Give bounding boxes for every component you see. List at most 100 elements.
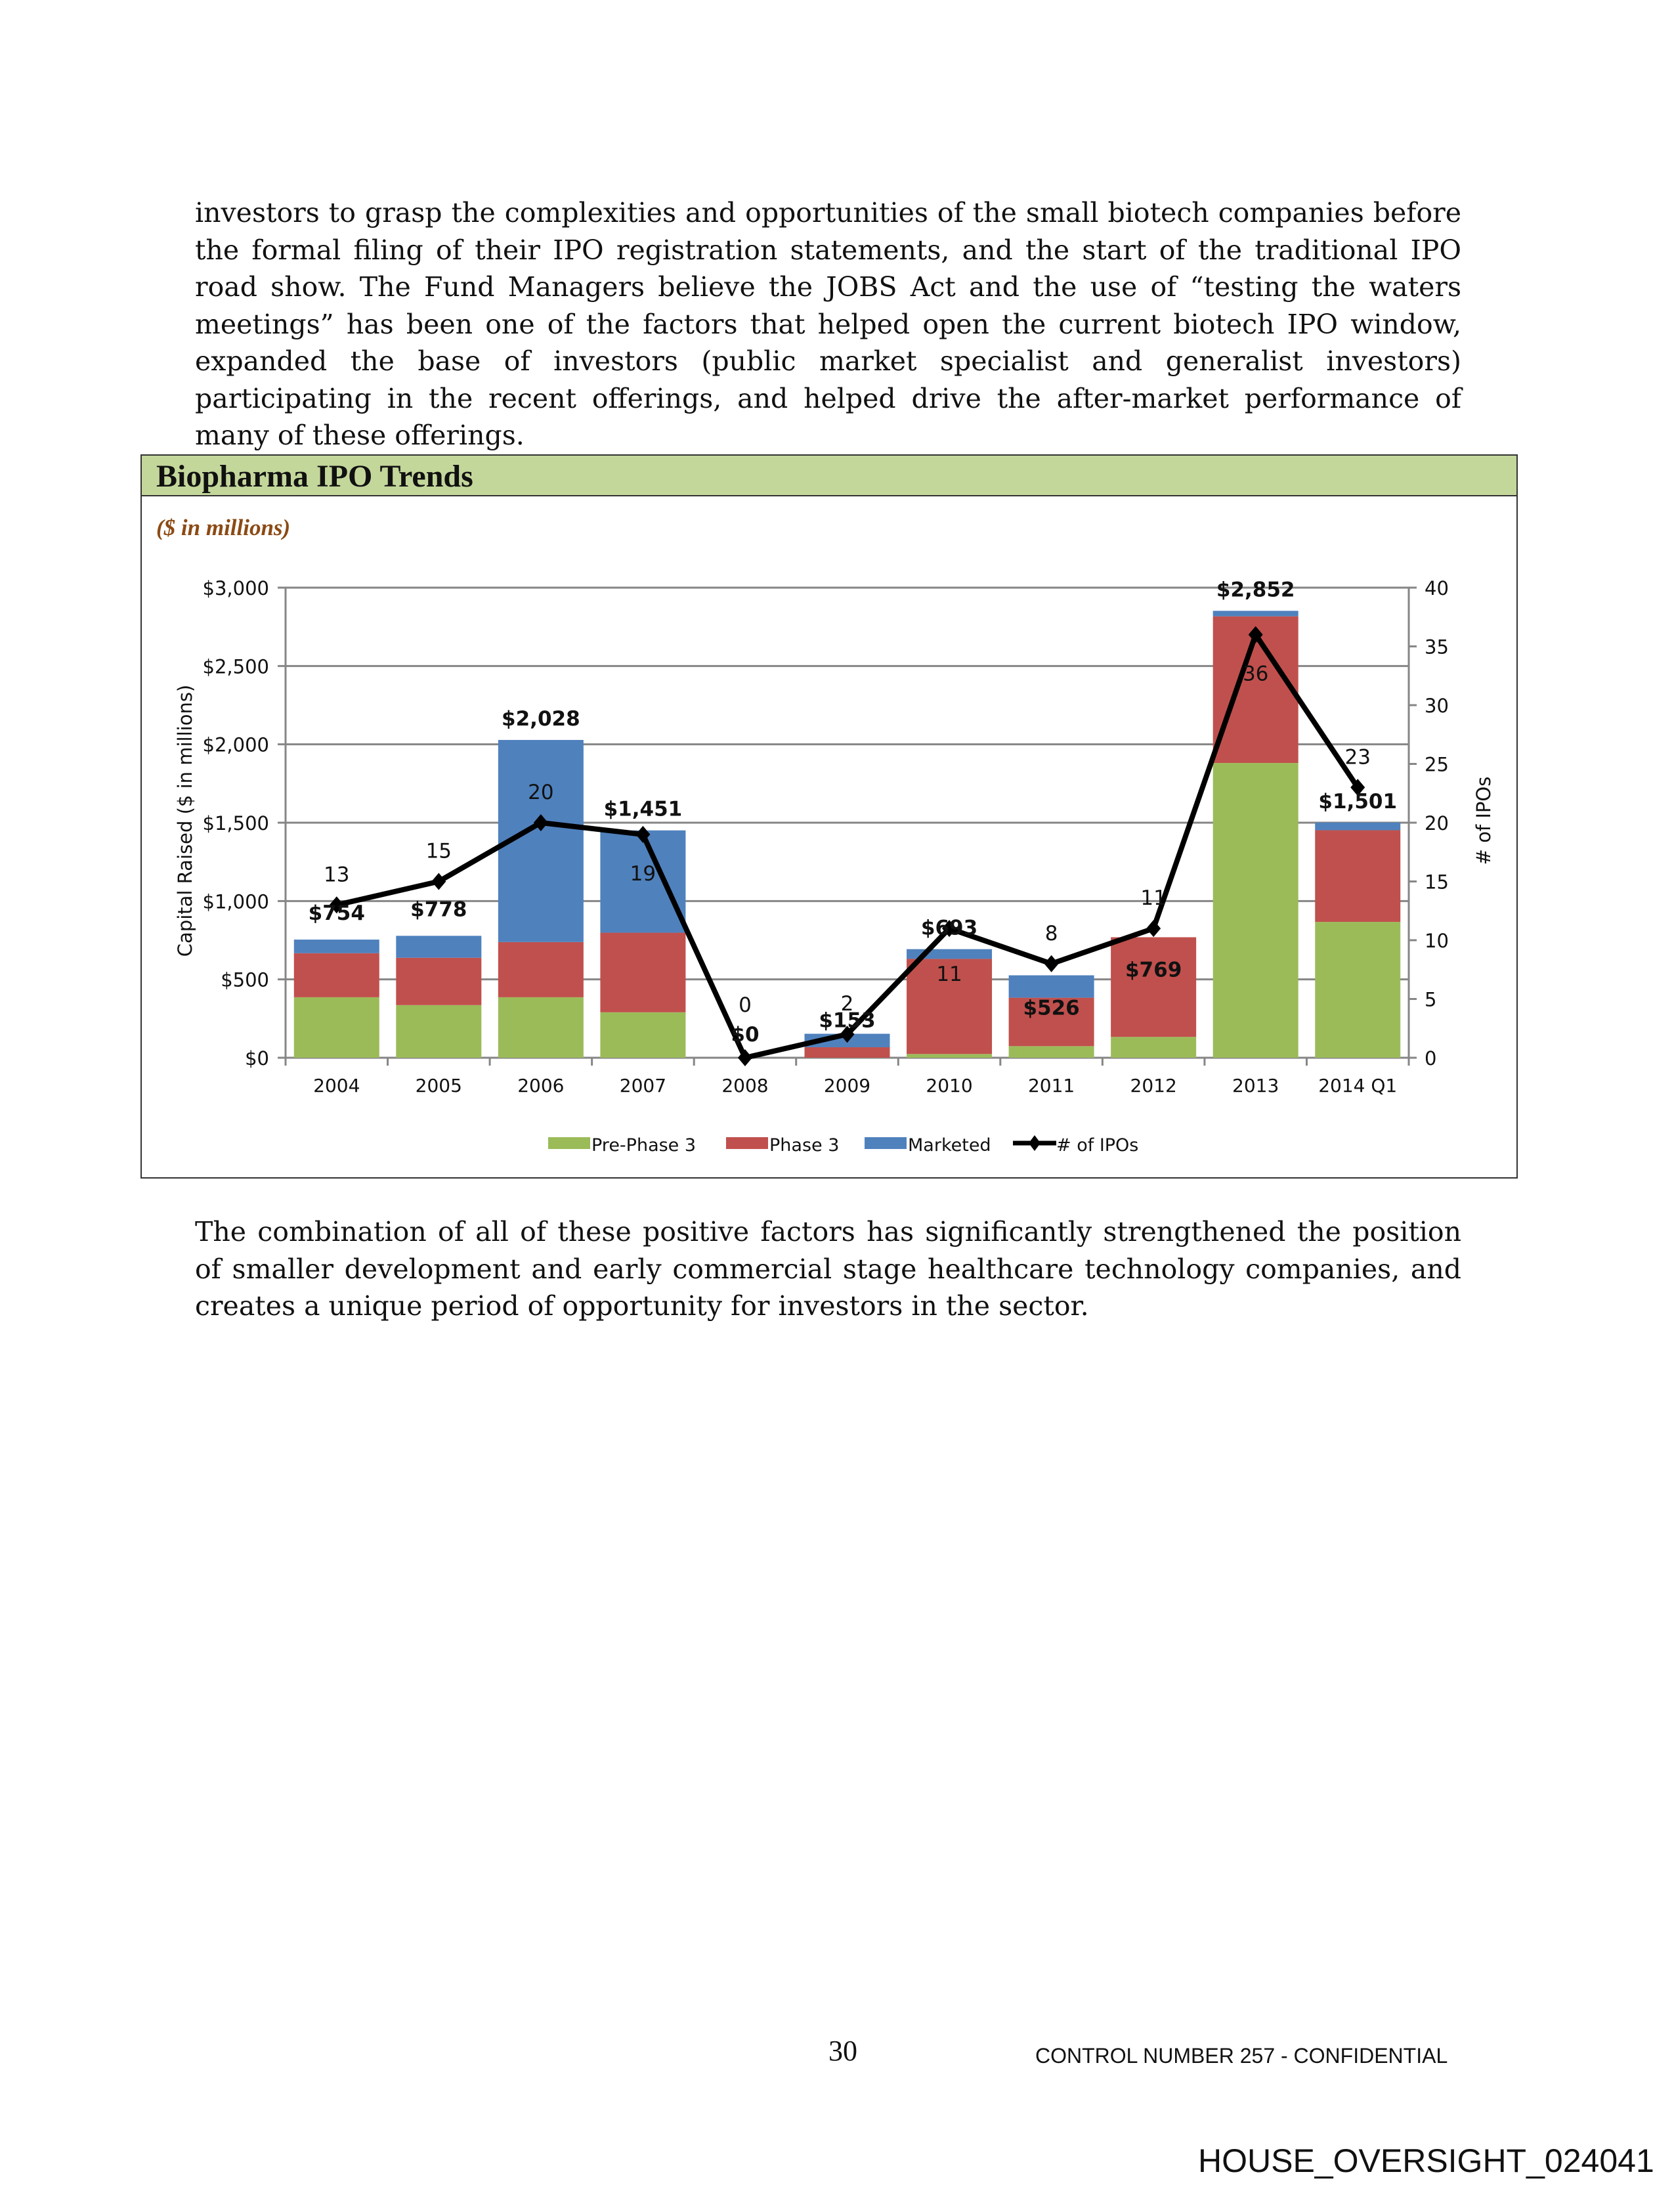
exhibit-title: Biopharma IPO Trends [156, 459, 473, 494]
ipo-count-label: 11 [936, 963, 962, 986]
bar-total-label: $2,852 [1216, 578, 1295, 601]
bar-pre-phase-3 [1315, 922, 1401, 1058]
ipo-count-marker [737, 1049, 752, 1066]
bates-number: HOUSE_OVERSIGHT_024041 [1198, 2142, 1654, 2179]
x-tick-label: 2007 [620, 1075, 666, 1096]
x-tick-label: 2009 [824, 1075, 870, 1096]
y-right-tick-label: 0 [1425, 1047, 1436, 1070]
bar-total-label: $769 [1125, 958, 1182, 982]
ipo-count-marker [1044, 955, 1059, 972]
bar-total-label: $1,501 [1318, 790, 1397, 813]
bar-total-label: $2,028 [502, 707, 580, 731]
legend-label: Marketed [908, 1135, 991, 1156]
bar-marketed [1315, 822, 1401, 831]
ipo-count-label: 15 [426, 840, 452, 863]
bar-phase-3 [600, 932, 686, 1012]
ipo-count-label: 23 [1345, 745, 1371, 769]
ipo-count-label: 2 [841, 992, 854, 1016]
bar-marketed [1213, 611, 1298, 617]
bar-pre-phase-3 [1008, 1046, 1094, 1058]
ipo-count-marker [1350, 779, 1365, 796]
exhibit-subtitle: ($ in millions) [156, 515, 291, 540]
y-tick-label: $0 [245, 1047, 269, 1070]
bar-marketed [293, 940, 379, 953]
y-tick-label: $1,000 [203, 890, 269, 913]
x-tick-label: 2008 [721, 1075, 768, 1096]
ipo-count-label: 11 [1140, 886, 1166, 910]
ipo-count-marker [1146, 920, 1161, 938]
legend-marker-icon [1029, 1135, 1041, 1151]
y-right-tick-label: 15 [1425, 871, 1449, 894]
x-tick-label: 2004 [313, 1075, 360, 1096]
y-right-tick-label: 5 [1425, 989, 1436, 1011]
y-tick-label: $2,000 [203, 734, 269, 756]
x-tick-label: 2005 [416, 1075, 462, 1096]
ipo-count-label: 0 [739, 993, 752, 1017]
ipo-count-marker [533, 814, 548, 831]
body-paragraph-2: The combination of all of these positive… [195, 1216, 1461, 1322]
legend-swatch [548, 1137, 590, 1149]
x-tick-label: 2012 [1130, 1075, 1177, 1096]
bar-phase-3 [907, 959, 993, 1054]
x-tick-label: 2006 [517, 1075, 564, 1096]
ipo-count-marker [431, 873, 446, 890]
bar-marketed [396, 936, 482, 958]
x-tick-label: 2014 Q1 [1318, 1075, 1397, 1096]
bar-phase-3 [1111, 937, 1197, 1037]
ipo-count-label: 19 [630, 862, 656, 886]
ipo-count-marker [840, 1026, 855, 1043]
y-right-axis-title: # of IPOs [1472, 777, 1495, 865]
bar-marketed [600, 830, 686, 933]
bar-phase-3 [1008, 997, 1094, 1047]
bar-marketed [1008, 975, 1094, 998]
y-tick-label: $3,000 [203, 577, 269, 599]
exhibit-header: Biopharma IPO Trends [142, 456, 1516, 496]
legend-swatch [726, 1137, 768, 1149]
bar-pre-phase-3 [907, 1054, 993, 1058]
x-tick-label: 2010 [926, 1075, 972, 1096]
ipo-count-label: 20 [528, 781, 553, 804]
y-tick-label: $2,500 [203, 655, 269, 678]
bar-total-label: $0 [731, 1023, 759, 1047]
bar-total-label: $693 [921, 917, 977, 940]
exhibit-box: Biopharma IPO Trends ($ in millions) [140, 454, 1518, 1179]
ipo-count-marker [1248, 626, 1263, 643]
ipo-count-marker [942, 920, 957, 938]
bar-total-label: $153 [819, 1008, 875, 1032]
bar-total-label: $526 [1023, 996, 1079, 1020]
ipo-count-marker [635, 825, 651, 843]
bar-pre-phase-3 [293, 997, 379, 1058]
ipo-count-label: 36 [1243, 662, 1268, 686]
ipo-count-marker [329, 896, 344, 914]
y-right-tick-label: 25 [1425, 754, 1449, 776]
y-right-tick-label: 35 [1425, 636, 1449, 659]
bar-pre-phase-3 [1213, 763, 1298, 1058]
bar-pre-phase-3 [600, 1012, 686, 1058]
ipo-count-label: 13 [324, 863, 349, 886]
bar-pre-phase-3 [1111, 1037, 1197, 1058]
bar-phase-3 [804, 1047, 890, 1058]
bar-total-label: $1,451 [604, 798, 683, 821]
bar-phase-3 [498, 942, 584, 997]
legend-swatch [865, 1137, 907, 1149]
legend-label: Pre-Phase 3 [591, 1135, 696, 1156]
page-number: 30 [828, 2035, 857, 2067]
control-number: CONTROL NUMBER 257 - CONFIDENTIAL [1035, 2044, 1448, 2068]
bar-pre-phase-3 [498, 997, 584, 1058]
y-tick-label: $500 [221, 969, 269, 991]
y-right-tick-label: 10 [1425, 930, 1449, 952]
legend-label: # of IPOs [1056, 1135, 1138, 1156]
ipo-count-label: 8 [1045, 922, 1058, 945]
y-axis-title: Capital Raised ($ in millions) [174, 685, 196, 957]
body-paragraph-1: investors to grasp the complexities and … [195, 197, 1461, 451]
bar-pre-phase-3 [396, 1005, 482, 1058]
bar-phase-3 [1315, 830, 1401, 922]
y-tick-label: $1,500 [203, 812, 269, 835]
bar-phase-3 [293, 953, 379, 997]
legend-label: Phase 3 [769, 1135, 839, 1156]
bar-total-label: $754 [309, 901, 365, 925]
y-right-tick-label: 30 [1425, 695, 1449, 717]
y-right-tick-label: 40 [1425, 577, 1449, 599]
ipo-chart: $0 $500 $1,000 $1,500 $2,000 $2,500 $3,000 0 5 10… [174, 577, 1495, 1156]
y-right-tick-label: 20 [1425, 812, 1449, 835]
